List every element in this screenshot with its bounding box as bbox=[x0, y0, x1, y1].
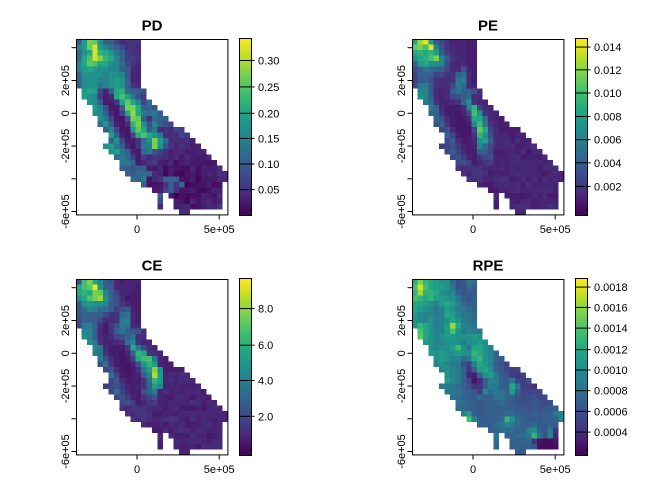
svg-text:0.20: 0.20 bbox=[258, 108, 279, 120]
svg-text:2.0: 2.0 bbox=[258, 411, 273, 423]
svg-text:-6e+05: -6e+05 bbox=[396, 194, 408, 229]
svg-text:0.0012: 0.0012 bbox=[594, 345, 628, 357]
svg-text:0.30: 0.30 bbox=[258, 56, 279, 68]
svg-text:PD: PD bbox=[142, 18, 163, 35]
svg-text:5e+05: 5e+05 bbox=[204, 224, 235, 236]
svg-text:0: 0 bbox=[134, 464, 140, 476]
svg-text:0.0010: 0.0010 bbox=[594, 365, 628, 377]
svg-text:0.008: 0.008 bbox=[594, 112, 622, 124]
svg-text:0: 0 bbox=[470, 224, 476, 236]
svg-text:0.0018: 0.0018 bbox=[594, 282, 628, 294]
svg-text:0: 0 bbox=[396, 350, 408, 356]
svg-text:0.15: 0.15 bbox=[258, 133, 279, 145]
svg-text:-6e+05: -6e+05 bbox=[60, 194, 72, 229]
svg-text:0.05: 0.05 bbox=[258, 185, 279, 197]
svg-text:-2e+05: -2e+05 bbox=[396, 129, 408, 164]
svg-text:0.0006: 0.0006 bbox=[594, 406, 628, 418]
svg-text:0.0008: 0.0008 bbox=[594, 386, 628, 398]
svg-text:0.10: 0.10 bbox=[258, 159, 279, 171]
svg-text:4.0: 4.0 bbox=[258, 376, 273, 388]
svg-text:0.0016: 0.0016 bbox=[594, 302, 628, 314]
svg-text:5e+05: 5e+05 bbox=[540, 464, 571, 476]
svg-text:0: 0 bbox=[60, 110, 72, 116]
svg-text:5e+05: 5e+05 bbox=[204, 464, 235, 476]
svg-text:2e+05: 2e+05 bbox=[396, 305, 408, 336]
svg-text:-6e+05: -6e+05 bbox=[60, 434, 72, 469]
svg-text:0.0014: 0.0014 bbox=[594, 323, 628, 335]
svg-text:0.0004: 0.0004 bbox=[594, 427, 628, 439]
svg-text:0.25: 0.25 bbox=[258, 82, 279, 94]
svg-text:0.014: 0.014 bbox=[594, 42, 622, 54]
svg-text:-2e+05: -2e+05 bbox=[60, 129, 72, 164]
svg-text:6.0: 6.0 bbox=[258, 340, 273, 352]
svg-text:0.002: 0.002 bbox=[594, 181, 622, 193]
svg-text:5e+05: 5e+05 bbox=[540, 224, 571, 236]
svg-text:PE: PE bbox=[478, 18, 498, 35]
svg-text:8.0: 8.0 bbox=[258, 304, 273, 316]
svg-text:0: 0 bbox=[60, 350, 72, 356]
svg-text:0.006: 0.006 bbox=[594, 135, 622, 147]
svg-text:-6e+05: -6e+05 bbox=[396, 434, 408, 469]
svg-text:0: 0 bbox=[134, 224, 140, 236]
svg-text:2e+05: 2e+05 bbox=[60, 305, 72, 336]
svg-text:CE: CE bbox=[142, 258, 163, 275]
svg-text:0.004: 0.004 bbox=[594, 158, 622, 170]
svg-text:0: 0 bbox=[396, 110, 408, 116]
svg-text:0.012: 0.012 bbox=[594, 65, 622, 77]
svg-text:0.010: 0.010 bbox=[594, 88, 622, 100]
svg-text:0: 0 bbox=[470, 464, 476, 476]
svg-text:RPE: RPE bbox=[473, 258, 504, 275]
svg-text:2e+05: 2e+05 bbox=[396, 65, 408, 96]
svg-text:2e+05: 2e+05 bbox=[60, 65, 72, 96]
svg-text:-2e+05: -2e+05 bbox=[60, 369, 72, 404]
svg-text:-2e+05: -2e+05 bbox=[396, 369, 408, 404]
